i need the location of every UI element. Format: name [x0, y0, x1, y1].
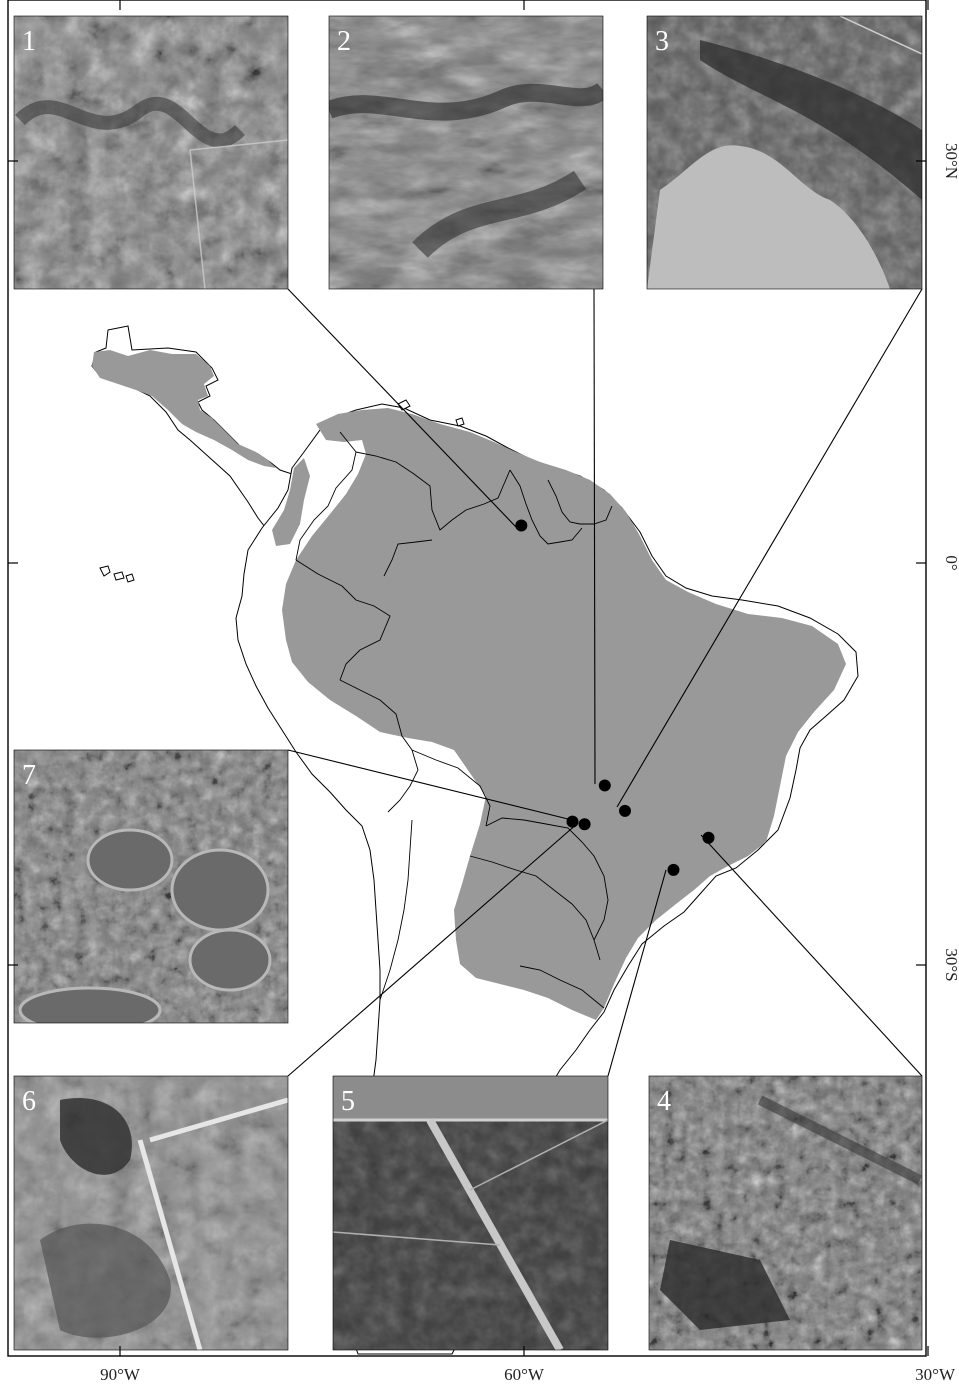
site-marker-1 — [515, 519, 528, 532]
map-frame — [7, 0, 927, 1357]
leader-line-5 — [607, 869, 667, 1077]
inset-label-7: 7 — [22, 760, 36, 791]
country-borders — [295, 431, 613, 1009]
leader-line-2 — [593, 288, 596, 785]
inset-label-6: 6 — [22, 1086, 36, 1117]
x-tick-label-1: 60°W — [504, 1365, 545, 1384]
site-marker-7 — [566, 815, 579, 828]
inset-label-4: 4 — [657, 1086, 671, 1117]
leader-line-4 — [700, 834, 923, 1077]
site-marker-4 — [702, 831, 715, 844]
inset-1 — [14, 16, 288, 289]
inset-2 — [329, 16, 603, 289]
leader-line-7 — [287, 749, 569, 820]
inset-label-3: 3 — [655, 26, 669, 57]
y-tick-label-2: 30°S — [942, 948, 959, 981]
inset-label-1: 1 — [22, 26, 36, 57]
inset-label-5: 5 — [341, 1086, 355, 1117]
site-marker-3 — [619, 804, 631, 817]
site-markers — [515, 519, 715, 876]
inset-7 — [14, 750, 288, 1023]
leader-lines — [287, 288, 923, 1077]
inset-6 — [14, 1076, 288, 1350]
x-tick-label-0: 90°W — [100, 1365, 141, 1384]
inset-label-2: 2 — [337, 26, 351, 57]
site-marker-5 — [667, 863, 680, 876]
galapagos-islands — [99, 565, 135, 583]
y-tick-label-0: 30°N — [942, 143, 959, 179]
south-america-savanna — [282, 408, 846, 1020]
site-marker-2 — [598, 779, 611, 792]
caribbean-islands — [397, 399, 465, 427]
inset-4 — [649, 1076, 922, 1350]
y-tick-label-1: 0° — [942, 555, 959, 570]
leader-line-6 — [287, 822, 579, 1077]
site-marker-6 — [578, 818, 591, 831]
inset-5 — [333, 1076, 608, 1350]
graticule-ticks: 90°W 60°W 30°W 30°N 0° 30°S — [8, 0, 959, 1384]
central-america-savanna — [92, 350, 276, 468]
leader-line-3 — [616, 288, 923, 808]
savanna-distribution — [92, 350, 846, 1020]
leader-line-1 — [287, 288, 517, 528]
pacific-coast-savanna — [272, 458, 310, 546]
x-tick-label-2: 30°W — [915, 1365, 956, 1384]
inset-3 — [647, 16, 922, 289]
